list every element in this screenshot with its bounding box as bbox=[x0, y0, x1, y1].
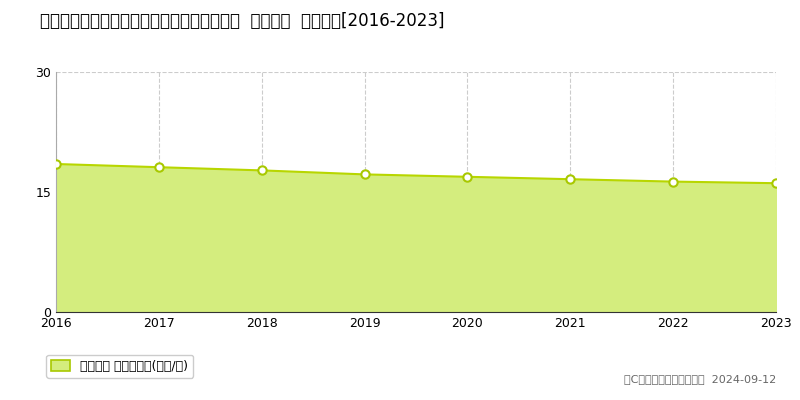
Text: （C）土地価格ドットコム  2024-09-12: （C）土地価格ドットコム 2024-09-12 bbox=[624, 374, 776, 384]
Legend: 地価公示 平均坪単価(万円/坪): 地価公示 平均坪単価(万円/坪) bbox=[46, 355, 193, 378]
Text: 広峳県呉市音戸町北隠渡１丁目６ﾙ５番２外  地価公示  地価推移[2016-2023]: 広峳県呉市音戸町北隠渡１丁目６ﾙ５番２外 地価公示 地価推移[2016-2023… bbox=[40, 12, 445, 30]
